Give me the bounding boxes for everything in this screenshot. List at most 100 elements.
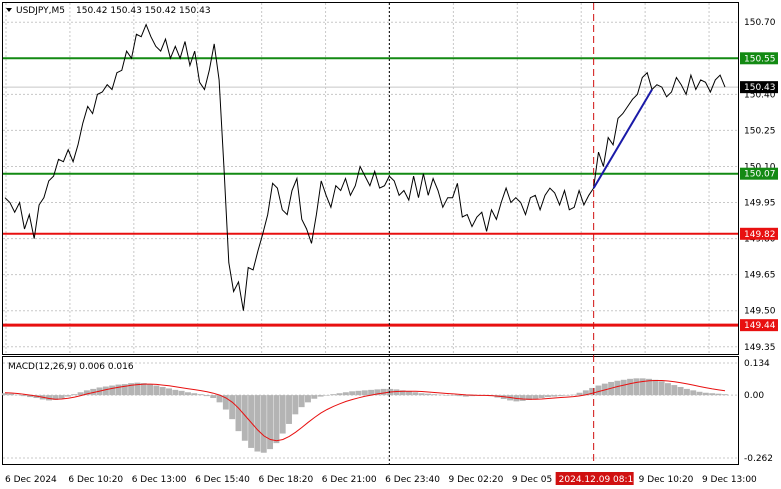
time-tick-label: 9 Dec 02:20	[449, 475, 504, 485]
green-level-tag: 150.07	[744, 170, 776, 180]
macd-bar	[279, 395, 286, 434]
macd-bar	[614, 380, 621, 396]
highlight-time-label: 2024.12.09 08:10	[559, 475, 640, 485]
time-tick-label: 6 Dec 2024	[5, 475, 57, 485]
macd-bar	[545, 395, 551, 398]
macd-bar	[380, 388, 387, 396]
macd-bar	[349, 391, 356, 396]
macd-bar	[646, 378, 652, 396]
macd-bar	[172, 389, 179, 396]
green-level-tag-box	[740, 167, 778, 180]
macd-tick-label: -0.262	[744, 454, 773, 464]
triangle-down-icon[interactable]	[6, 8, 12, 12]
macd-bar	[702, 392, 709, 396]
macd-bar	[665, 383, 671, 396]
macd-bar	[46, 395, 52, 401]
macd-bar	[191, 393, 198, 396]
macd-bar	[8, 393, 15, 396]
macd-bar	[696, 391, 703, 396]
macd-bar	[715, 393, 722, 396]
macd-bar	[317, 395, 324, 397]
macd-bar	[267, 395, 274, 450]
macd-bar	[620, 379, 627, 396]
macd-bar	[532, 395, 539, 399]
macd-bar	[115, 384, 122, 396]
price-grid	[3, 3, 738, 354]
macd-bar	[557, 395, 564, 397]
green-level-tag: 150.55	[744, 54, 776, 64]
macd-bar	[197, 394, 204, 396]
macd-bar	[210, 395, 217, 399]
current-price-tag-box	[740, 81, 778, 94]
macd-bar	[121, 384, 128, 396]
macd-bar	[102, 386, 109, 396]
macd-bar	[185, 392, 191, 396]
time-axis[interactable]: 6 Dec 2024 6 Dec 10:20 6 Dec 13:00 6 Dec 15…	[5, 472, 757, 485]
time-tick-label: 6 Dec 15:40	[195, 475, 250, 485]
macd-bar	[292, 395, 299, 415]
macd-bar	[368, 389, 375, 396]
ohlc-values: 150.42 150.43 150.42 150.43	[76, 6, 211, 16]
macd-panel-border	[2, 356, 739, 465]
macd-bar	[33, 395, 40, 399]
macd-bar	[273, 395, 280, 444]
trend-line[interactable]	[592, 89, 653, 189]
macd-bar	[406, 391, 412, 396]
macd-bar	[77, 392, 84, 396]
macd-bar	[83, 390, 90, 396]
macd-bar	[342, 392, 349, 396]
price-series-line	[4, 23, 726, 311]
time-tick-label: 6 Dec 18:20	[258, 475, 313, 485]
macd-bar	[330, 394, 337, 396]
price-tick-label: 149.35	[744, 343, 776, 353]
macd-bar	[254, 395, 261, 452]
price-tick-label: 150.25	[744, 126, 776, 136]
macd-bar	[639, 378, 646, 396]
red-level-tag: 149.44	[744, 321, 776, 331]
macd-bar	[260, 395, 267, 453]
price-panel-border	[2, 2, 739, 355]
macd-bar	[65, 395, 71, 397]
macd-bar	[128, 383, 135, 396]
macd-bar	[399, 390, 406, 396]
macd-bar	[658, 381, 665, 396]
time-tick-label: 9 Dec 05	[512, 475, 552, 485]
current-price-tag: 150.43	[744, 83, 776, 93]
macd-bar	[431, 394, 438, 396]
macd-bar	[418, 393, 425, 396]
macd-label: MACD(12,26,9) 0.006 0.016	[8, 362, 134, 372]
macd-bar	[450, 395, 457, 396]
macd-bar	[1, 393, 8, 396]
macd-bar	[305, 395, 311, 403]
macd-signal-line	[4, 380, 726, 442]
time-tick-label: 9 Dec 13:00	[702, 475, 757, 485]
green-level-tag-box	[740, 52, 778, 65]
macd-bar	[361, 390, 368, 396]
macd-histogram	[1, 378, 728, 453]
macd-tick-label: 0.134	[744, 359, 770, 369]
red-level-tag: 149.82	[744, 230, 776, 240]
price-tick-label: 150.10	[744, 162, 776, 172]
macd-bar	[140, 383, 147, 396]
macd-axis[interactable]: 0.134 0.00 -0.262	[744, 359, 773, 464]
macd-bar	[248, 395, 255, 448]
macd-bar	[393, 389, 400, 396]
time-tick-label: 6 Dec 23:40	[385, 475, 440, 485]
price-axis[interactable]: 150.70 150.55 150.40 150.25 150.10 149.95 149.…	[744, 18, 776, 353]
macd-bar	[134, 382, 141, 396]
macd-bar	[443, 395, 450, 396]
macd-bar	[27, 395, 34, 398]
macd-bar	[153, 385, 160, 396]
time-tick-label: 6 Dec 21:00	[322, 475, 377, 485]
macd-bar	[166, 388, 172, 396]
macd-bar	[582, 390, 589, 396]
macd-bar	[374, 389, 381, 396]
macd-bar	[652, 379, 659, 396]
price-tick-label: 149.95	[744, 199, 776, 209]
macd-bar	[336, 393, 343, 396]
macd-bar	[425, 393, 431, 396]
level-lines[interactable]	[3, 57, 738, 327]
macd-bar	[229, 395, 236, 420]
